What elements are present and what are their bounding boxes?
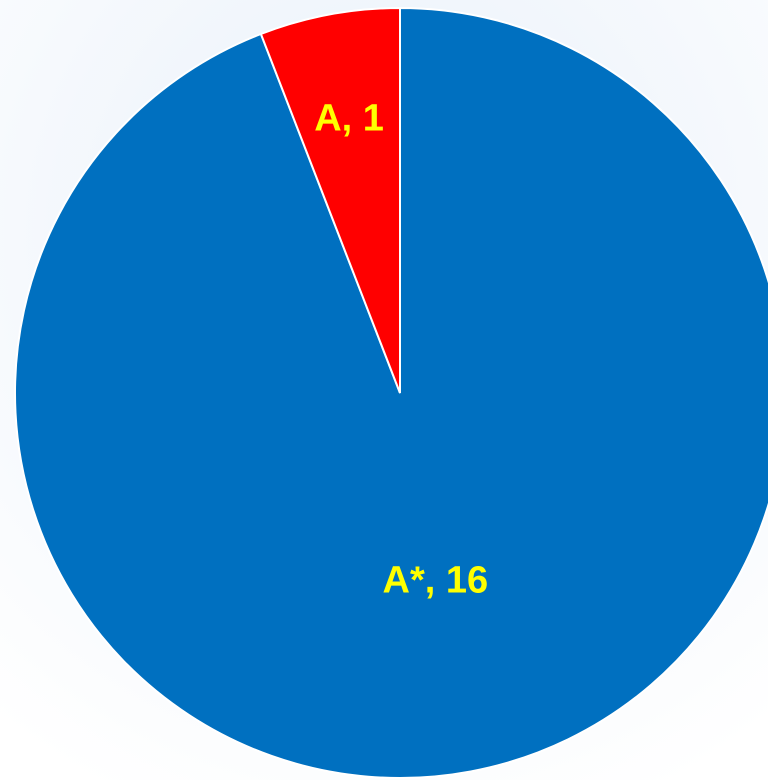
data-label: A*, 16 (383, 559, 489, 601)
data-label: A, 1 (314, 98, 384, 140)
pie-slice (14, 6, 768, 779)
pie-slice (259, 6, 401, 394)
